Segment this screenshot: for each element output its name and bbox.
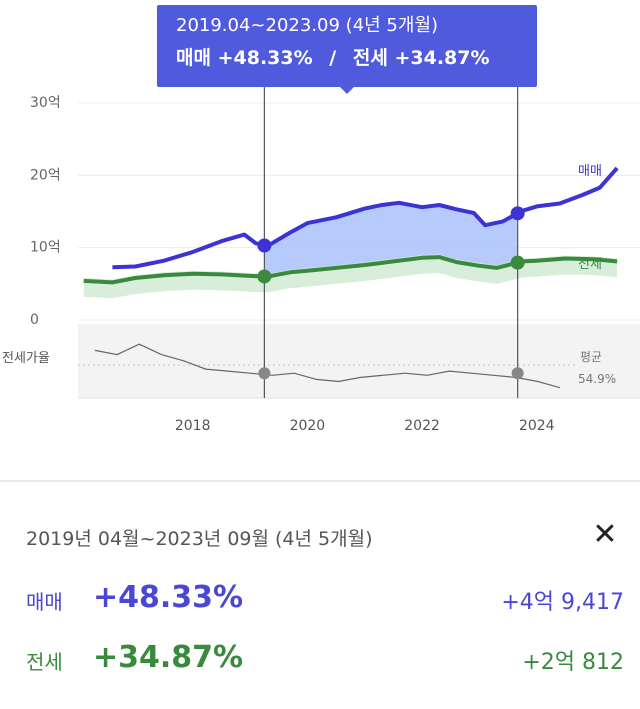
x-tick-label: 2022	[404, 418, 440, 434]
summary-jeonse-amount: +2억 812	[522, 650, 624, 675]
tooltip-values: 매매 +48.33% / 전세 +34.87%	[176, 43, 537, 73]
range-start-sale-marker	[257, 238, 272, 253]
price-chart[interactable]: 30억 20억 10억 0 2018 2020 2022 2024 전세가율 평균 54.9% …	[0, 0, 640, 470]
ratio-panel-background	[78, 324, 640, 399]
ratio-average-value: 54.9%	[578, 372, 616, 386]
ratio-panel-label: 전세가율	[2, 351, 50, 366]
summary-jeonse-change: +34.87%	[93, 640, 244, 675]
y-tick-label: 30억	[30, 95, 61, 111]
jeonse-line	[83, 255, 618, 285]
ratio-average-label: 평균	[580, 350, 602, 364]
range-summary-panel: 2019년 04월~2023년 09월 (4년 5개월) ✕ 매매 +48.33…	[0, 482, 640, 709]
tooltip-period: 2019.04~2023.09 (4년 5개월)	[176, 15, 439, 36]
range-end-ratio-marker	[511, 367, 524, 380]
range-end-sale-marker	[510, 206, 525, 221]
close-icon: ✕	[592, 517, 618, 552]
sale-series-label: 매매	[578, 164, 602, 179]
sale-line	[112, 166, 619, 270]
x-axis-labels: 2018 2020 2022 2024	[175, 418, 555, 434]
ratio-layer: 전세가율 평균 54.9%	[2, 343, 616, 389]
y-tick-label: 20억	[30, 167, 61, 183]
x-tick-label: 2024	[519, 418, 555, 434]
jeonse-series-label: 전세	[578, 257, 602, 272]
summary-sale-label: 매매	[26, 590, 63, 614]
tooltip-jeonse-label: 전세	[352, 47, 388, 69]
summary-jeonse-label: 전세	[26, 650, 63, 674]
section-divider	[0, 480, 640, 482]
range-tooltip: 2019.04~2023.09 (4년 5개월) 매매 +48.33% / 전세…	[157, 5, 537, 94]
x-tick-label: 2018	[175, 418, 211, 434]
summary-row-sale: 매매 +48.33% +4억 9,417	[0, 580, 640, 620]
x-tick-label: 2020	[290, 418, 326, 434]
summary-period: 2019년 04월~2023년 09월 (4년 5개월)	[26, 528, 373, 550]
summary-sale-amount: +4억 9,417	[501, 590, 624, 615]
y-tick-label: 10억	[30, 240, 61, 256]
range-start-ratio-marker	[258, 367, 271, 380]
highlight-fill-layer	[83, 202, 618, 299]
ratio-panel-band	[78, 324, 640, 398]
tooltip-sale-change: +48.33%	[217, 47, 313, 69]
y-axis-labels: 30억 20억 10억 0	[30, 95, 61, 328]
range-end-jeonse-marker	[510, 255, 525, 270]
marker-layer	[257, 87, 525, 398]
close-button[interactable]: ✕	[590, 520, 620, 550]
series-layer	[83, 166, 619, 285]
y-tick-label: 0	[30, 312, 39, 328]
range-start-jeonse-marker	[257, 269, 272, 284]
highlight-area	[264, 202, 518, 277]
summary-sale-change: +48.33%	[93, 580, 244, 615]
ratio-line	[94, 343, 561, 389]
tooltip-jeonse-change: +34.87%	[394, 47, 490, 69]
tooltip-sale-label: 매매	[176, 47, 211, 69]
summary-row-jeonse: 전세 +34.87% +2억 812	[0, 640, 640, 680]
tooltip-separator: /	[329, 47, 337, 69]
